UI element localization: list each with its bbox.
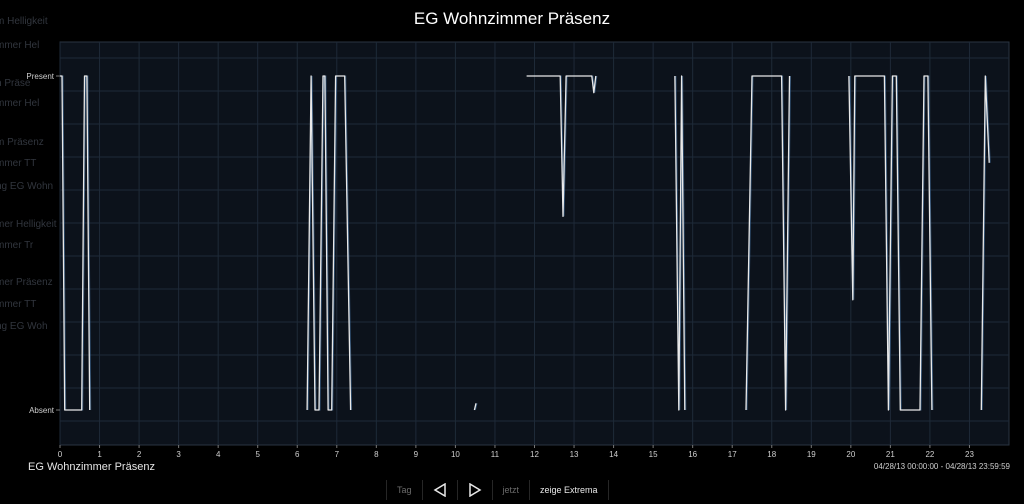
- next-button[interactable]: [456, 480, 492, 500]
- x-tick-label: 18: [767, 450, 776, 459]
- jetzt-button[interactable]: jetzt: [491, 480, 530, 500]
- series-line-shadow: [981, 75, 991, 411]
- x-tick-label: 1: [97, 450, 102, 459]
- x-tick-label: 23: [965, 450, 974, 459]
- x-tick-label: 17: [728, 450, 737, 459]
- background-label: n Präse: [0, 78, 31, 89]
- x-tick-label: 15: [649, 450, 658, 459]
- x-tick-label: 10: [451, 450, 460, 459]
- x-tick-label: 4: [216, 450, 221, 459]
- tag-button[interactable]: Tag: [386, 480, 422, 500]
- background-label: m Präsenz: [0, 137, 44, 148]
- x-tick-label: 9: [414, 450, 419, 459]
- series-lines: [60, 75, 991, 411]
- background-label: mer Präsenz: [0, 277, 53, 288]
- x-tick-label: 8: [374, 450, 379, 459]
- x-tick-label: 16: [688, 450, 697, 459]
- x-tick-label: 5: [255, 450, 260, 459]
- series-line-shadow: [474, 403, 478, 411]
- background-label: ng EG Wohn: [0, 181, 54, 192]
- series-line-shadow: [675, 75, 687, 411]
- triangle-left-icon: [433, 483, 446, 497]
- toolbar: Tag jetzt zeige Extrema: [386, 480, 609, 500]
- series-line: [473, 403, 477, 411]
- chart-title: EG Wohnzimmer Präsenz: [413, 9, 611, 28]
- background-label: mmer TT: [0, 299, 37, 310]
- background-label: mmer Hel: [0, 98, 40, 109]
- date-range: 04/28/13 00:00:00 - 04/28/13 23:59:59: [873, 462, 1010, 471]
- series-line-shadow: [746, 75, 791, 411]
- x-tick-label: 2: [137, 450, 142, 459]
- x-tick-label: 22: [925, 450, 934, 459]
- x-tick-label: 13: [570, 450, 579, 459]
- x-tick-label: 14: [609, 450, 618, 459]
- series-line: [745, 75, 791, 411]
- series-line: [980, 75, 990, 411]
- background-label: mmer Hel: [0, 40, 40, 51]
- y-tick-label: Present: [26, 72, 54, 81]
- show-extrema-button[interactable]: zeige Extrema: [529, 480, 609, 500]
- background-label: mer Helligkeit: [0, 219, 57, 230]
- y-tick-label: Absent: [29, 406, 55, 415]
- x-tick-label: 3: [176, 450, 181, 459]
- x-tick-label: 21: [886, 450, 895, 459]
- x-tick-label: 11: [491, 450, 500, 459]
- axis-labels: 0 1 2 3 4 5 6 7 8 9 10 11 12 13 14 15 16 17 18 19 20 21 22 23Ab…: [26, 72, 974, 459]
- series-line-shadow: [61, 75, 92, 411]
- x-tick-label: 12: [530, 450, 539, 459]
- series-line: [674, 75, 686, 411]
- background-label: m Helligkeit: [0, 16, 48, 27]
- x-tick-label: 6: [295, 450, 300, 459]
- series-line: [526, 75, 597, 217]
- background-labels: m Helligkeit mmer Hel n Präse mmer Hel m Prä…: [0, 0, 80, 340]
- x-tick-label: 7: [335, 450, 340, 459]
- series-line: [306, 75, 352, 411]
- x-tick-label: 20: [846, 450, 855, 459]
- series-line: [848, 75, 933, 411]
- background-label: mmer TT: [0, 158, 37, 169]
- x-tick-label: 19: [807, 450, 816, 459]
- prev-button[interactable]: [421, 480, 457, 500]
- triangle-right-icon: [468, 483, 481, 497]
- series-line: [60, 75, 91, 411]
- x-tick-label: 0: [58, 450, 63, 459]
- series-label: EG Wohnzimmer Präsenz: [28, 461, 155, 473]
- background-label: ng EG Woh: [0, 321, 48, 332]
- background-label: mmer Tr: [0, 240, 34, 251]
